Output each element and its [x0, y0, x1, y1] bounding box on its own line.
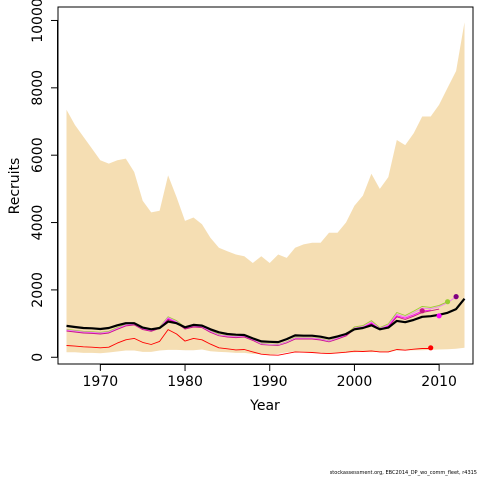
x-tick-label: 2010: [421, 374, 457, 390]
series-end-point-3: [445, 299, 451, 305]
series-end-point-0: [428, 345, 434, 351]
confidence-band: [66, 22, 465, 355]
series-end-point-4: [453, 294, 459, 300]
y-tick-label: 6000: [30, 137, 46, 173]
x-tick-label: 1990: [252, 374, 288, 390]
series-end-point-1: [419, 308, 425, 314]
y-axis: 0 2000 4000 6000 8000 10000: [30, 0, 58, 362]
y-tick-label: 8000: [30, 70, 46, 106]
y-tick-label: 2000: [30, 272, 46, 308]
x-tick-label: 1980: [167, 374, 203, 390]
series-end-point-2: [436, 313, 442, 319]
y-axis-label: Recruits: [7, 158, 23, 215]
series-line-estimate: [66, 298, 466, 344]
confidence-band-layer: [66, 22, 465, 355]
x-tick-label: 2000: [337, 374, 373, 390]
series-line-retro-0: [66, 329, 431, 356]
x-axis: 1970 1980 1990 2000 2010: [83, 364, 457, 390]
points-layer: [419, 294, 459, 351]
y-tick-label: 0: [30, 353, 46, 362]
x-axis-label: Year: [249, 398, 280, 414]
footer-note: stockassessment.org, EBC2014_DP_wo_comm_…: [329, 470, 477, 476]
series-layer: [66, 296, 466, 356]
x-tick-label: 1970: [83, 374, 119, 390]
y-tick-label: 10000: [30, 0, 46, 43]
y-tick-label: 4000: [30, 205, 46, 241]
